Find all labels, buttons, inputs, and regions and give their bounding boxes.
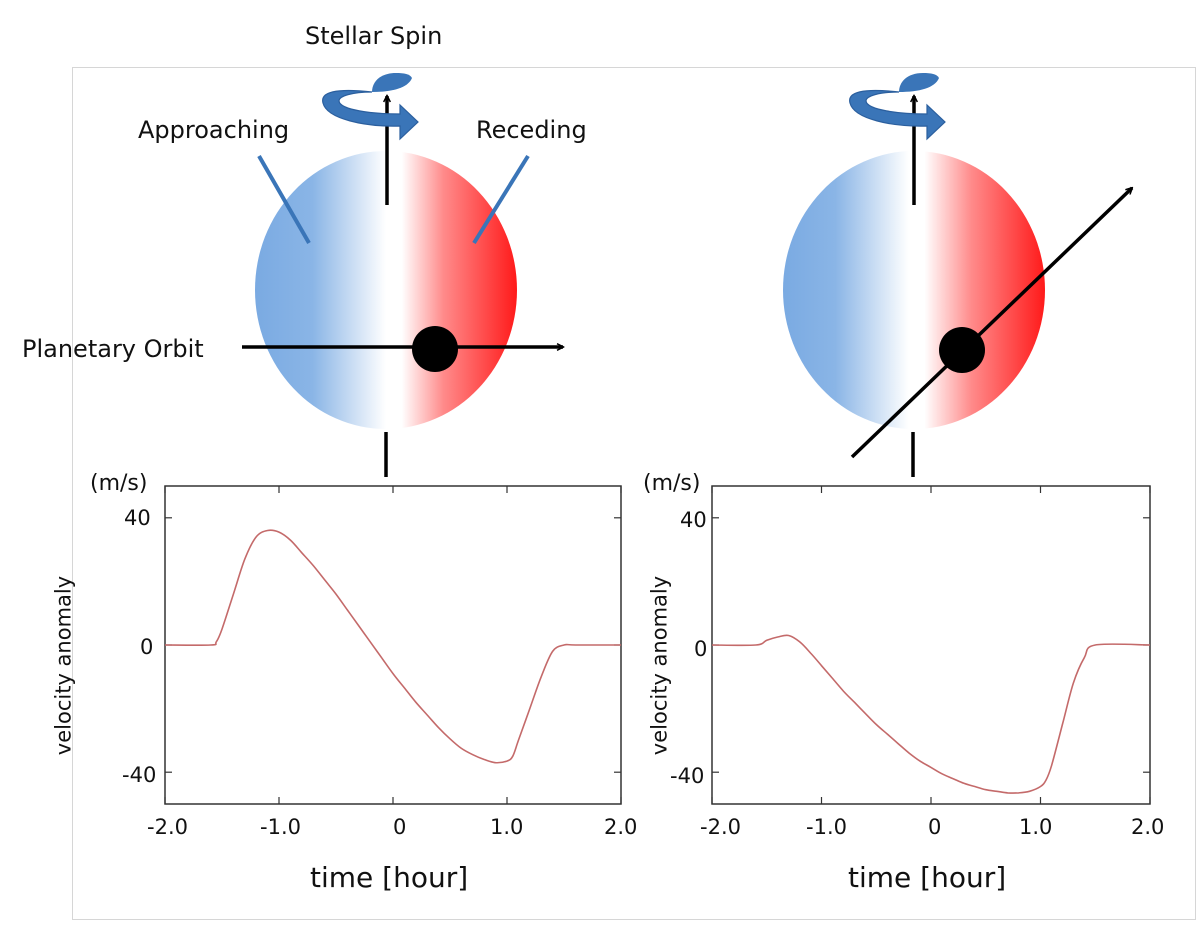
right-x-tick-neg2: -2.0 [700,815,741,839]
left-x-tick-neg1: -1.0 [260,815,301,839]
right-plot-frame [711,485,1151,805]
left-x-tick-2: 2.0 [604,815,638,839]
right-orbit-line [850,188,1132,459]
receding-pointer [472,154,530,245]
left-x-axis-label: time [hour] [310,861,469,894]
right-x-axis-label: time [hour] [848,861,1007,894]
right-velocity-curve [711,634,1151,794]
left-y-tick-neg40: -40 [122,763,157,787]
approaching-pointer [257,155,311,244]
right-x-tick-2: 2.0 [1131,815,1165,839]
left-y-unit: (m/s) [90,471,148,496]
right-x-tick-neg1: -1.0 [806,815,847,839]
right-planet [939,327,985,373]
right-y-unit: (m/s) [643,471,701,496]
left-plot-frame [164,485,622,805]
left-velocity-curve [164,529,621,764]
left-y-tick-40: 40 [124,506,151,530]
right-x-tick-0: 0 [928,815,942,839]
left-y-tick-0: 0 [140,635,154,659]
left-x-tick-0: 0 [393,815,407,839]
left-y-axis-label: velocity anomaly [51,575,76,756]
left-spin-arrow-icon [322,73,419,141]
left-star-group [242,73,563,477]
left-planet [412,326,458,372]
receding-label: Receding [476,116,587,144]
planetary-orbit-label: Planetary Orbit [22,335,204,363]
left-x-tick-1: 1.0 [490,815,524,839]
right-y-tick-neg40: -40 [670,764,705,788]
right-star-group [783,73,1132,477]
left-x-tick-neg2: -2.0 [147,815,188,839]
right-x-tick-1: 1.0 [1019,815,1053,839]
stellar-spin-label: Stellar Spin [305,22,443,50]
right-y-tick-0: 0 [694,637,708,661]
right-y-axis-label: velocity anomaly [647,575,672,756]
right-spin-arrow-icon [849,73,946,141]
right-y-tick-40: 40 [680,508,707,532]
approaching-label: Approaching [138,116,290,144]
figure-frame [72,67,1196,920]
